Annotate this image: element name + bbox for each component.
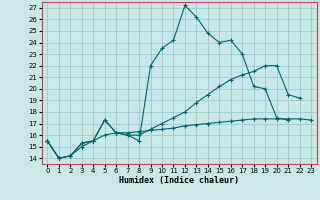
X-axis label: Humidex (Indice chaleur): Humidex (Indice chaleur) (119, 176, 239, 185)
